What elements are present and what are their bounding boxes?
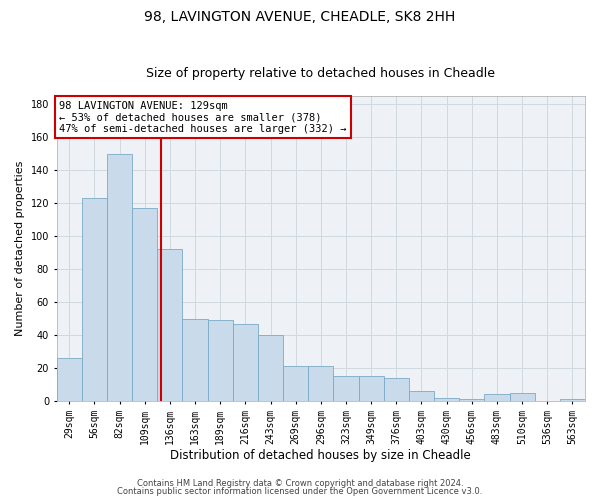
Bar bbox=[283, 366, 308, 401]
Title: Size of property relative to detached houses in Cheadle: Size of property relative to detached ho… bbox=[146, 66, 496, 80]
Bar bbox=[82, 198, 107, 401]
Bar bbox=[509, 393, 535, 401]
Bar bbox=[157, 250, 182, 401]
Bar bbox=[107, 154, 132, 401]
Bar bbox=[409, 391, 434, 401]
Text: Contains public sector information licensed under the Open Government Licence v3: Contains public sector information licen… bbox=[118, 487, 482, 496]
X-axis label: Distribution of detached houses by size in Cheadle: Distribution of detached houses by size … bbox=[170, 450, 471, 462]
Y-axis label: Number of detached properties: Number of detached properties bbox=[15, 161, 25, 336]
Text: Contains HM Land Registry data © Crown copyright and database right 2024.: Contains HM Land Registry data © Crown c… bbox=[137, 478, 463, 488]
Text: 98, LAVINGTON AVENUE, CHEADLE, SK8 2HH: 98, LAVINGTON AVENUE, CHEADLE, SK8 2HH bbox=[145, 10, 455, 24]
Bar bbox=[359, 376, 384, 401]
Bar bbox=[484, 394, 509, 401]
Bar bbox=[258, 335, 283, 401]
Bar bbox=[334, 376, 359, 401]
Bar bbox=[208, 320, 233, 401]
Text: 98 LAVINGTON AVENUE: 129sqm
← 53% of detached houses are smaller (378)
47% of se: 98 LAVINGTON AVENUE: 129sqm ← 53% of det… bbox=[59, 100, 347, 134]
Bar bbox=[308, 366, 334, 401]
Bar bbox=[434, 398, 459, 401]
Bar bbox=[459, 400, 484, 401]
Bar bbox=[132, 208, 157, 401]
Bar bbox=[233, 324, 258, 401]
Bar bbox=[56, 358, 82, 401]
Bar bbox=[560, 400, 585, 401]
Bar bbox=[182, 318, 208, 401]
Bar bbox=[384, 378, 409, 401]
